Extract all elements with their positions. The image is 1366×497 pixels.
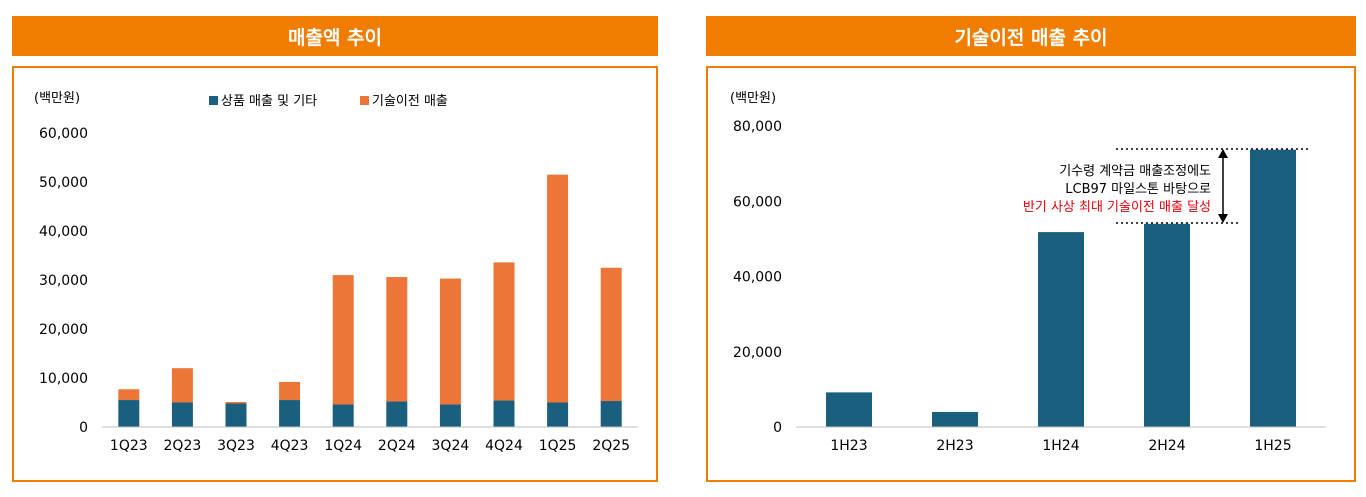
left-x-axis: 1Q23 2Q23 3Q23 4Q23 1Q24 2Q24 3Q24 4Q24 1Q25 2Q25 [110,438,630,454]
right-x-tick-label: 2H23 [936,438,973,454]
left-x-tick-label: 1Q23 [110,438,148,454]
left-y-tick-label: 50,000 [39,175,88,191]
bar-1H25 [1250,149,1296,428]
bar-tech-3Q23 [225,402,247,404]
right-bars [826,149,1296,428]
bar-product-1Q24 [332,404,354,427]
left-x-tick-label: 3Q23 [217,438,255,454]
left-y-tick-label: 40,000 [39,224,88,240]
left-chart-title-banner: 매출액 추이 [12,16,658,56]
annotation-arrow-up [1218,149,1228,158]
left-x-tick-label: 2Q24 [378,438,416,454]
bar-tech-1Q23 [118,389,140,401]
left-x-tick-label: 3Q24 [432,438,470,454]
bar-tech-4Q23 [279,381,301,401]
legend-swatch-product [209,96,218,105]
bar-2H23 [932,411,978,427]
annotation-line1: 기수령 계약금 매출조정에도 [1059,164,1211,179]
left-x-tick-label: 1Q24 [324,438,362,454]
left-x-tick-label: 1Q25 [539,438,577,454]
right-y-tick-label: 80,000 [733,119,782,135]
right-x-tick-label: 1H24 [1042,438,1079,454]
right-x-axis: 1H23 2H23 1H24 2H24 1H25 [830,438,1291,454]
left-y-tick-label: 0 [79,420,88,436]
left-chart-panel: (백만원) 상품 매출 및 기타 기술이전 매출 0 10,000 20,000 30… [12,66,658,482]
left-y-tick-label: 10,000 [39,371,88,387]
bar-product-4Q24 [493,400,515,427]
right-chart-title: 기술이전 매출 추이 [954,26,1108,49]
right-y-tick-label: 40,000 [733,270,782,286]
left-revenue-chart: (백만원) 상품 매출 및 기타 기술이전 매출 0 10,000 20,000 30… [34,91,638,454]
right-chart-title-banner: 기술이전 매출 추이 [706,16,1356,56]
legend-swatch-tech [360,96,369,105]
right-y-tick-label: 20,000 [733,345,782,361]
bar-product-2Q25 [600,401,622,427]
bar-product-1Q23 [118,400,140,427]
legend-label-product: 상품 매출 및 기타 [221,94,317,109]
bar-tech-2Q25 [600,267,622,402]
bar-product-2Q24 [386,401,408,427]
bar-tech-1Q25 [547,174,569,403]
right-x-tick-label: 1H23 [830,438,867,454]
bar-product-3Q23 [225,403,247,427]
left-x-tick-label: 4Q24 [485,438,523,454]
bar-tech-4Q24 [493,262,515,401]
bar-tech-3Q24 [439,278,461,405]
annotation-arrow-down [1218,214,1228,223]
right-y-tick-label: 0 [773,420,782,436]
annotation-line2: LCB97 마일스톤 바탕으로 [1065,182,1211,197]
left-x-tick-label: 2Q23 [164,438,202,454]
right-y-axis: 0 20,000 40,000 60,000 80,000 [733,119,782,436]
bar-2H24 [1144,223,1190,427]
right-chart-panel: (백만원) 0 20,000 40,000 60,000 80,000 1H23 2H23… [706,66,1356,482]
bar-tech-1Q24 [332,275,354,405]
left-y-axis: 0 10,000 20,000 30,000 40,000 50,000 60,000 [39,126,88,436]
left-x-tick-label: 2Q25 [592,438,630,454]
bar-product-1Q25 [547,402,569,427]
annotation-line3: 반기 사상 최대 기술이전 매출 달성 [1023,200,1211,215]
right-y-tick-label: 60,000 [733,194,782,210]
bar-product-3Q24 [439,404,461,427]
right-x-tick-label: 1H25 [1254,438,1291,454]
bar-tech-2Q24 [386,277,408,402]
left-chart-title: 매출액 추이 [287,26,382,49]
right-tech-transfer-chart: (백만원) 0 20,000 40,000 60,000 80,000 1H23 2H23… [730,91,1326,454]
bar-product-2Q23 [171,402,193,427]
left-legend: 상품 매출 및 기타 기술이전 매출 [209,94,448,109]
bar-1H24 [1038,232,1084,427]
left-x-tick-label: 4Q23 [271,438,309,454]
left-bars [118,174,622,427]
left-y-tick-label: 30,000 [39,273,88,289]
legend-label-tech: 기술이전 매출 [372,94,448,109]
bar-product-4Q23 [279,400,301,427]
left-unit-label: (백만원) [34,91,80,106]
right-unit-label: (백만원) [730,91,776,106]
bar-tech-2Q23 [171,368,193,403]
left-y-tick-label: 60,000 [39,126,88,142]
right-x-tick-label: 2H24 [1148,438,1185,454]
left-y-tick-label: 20,000 [39,322,88,338]
bar-1H23 [826,392,872,427]
